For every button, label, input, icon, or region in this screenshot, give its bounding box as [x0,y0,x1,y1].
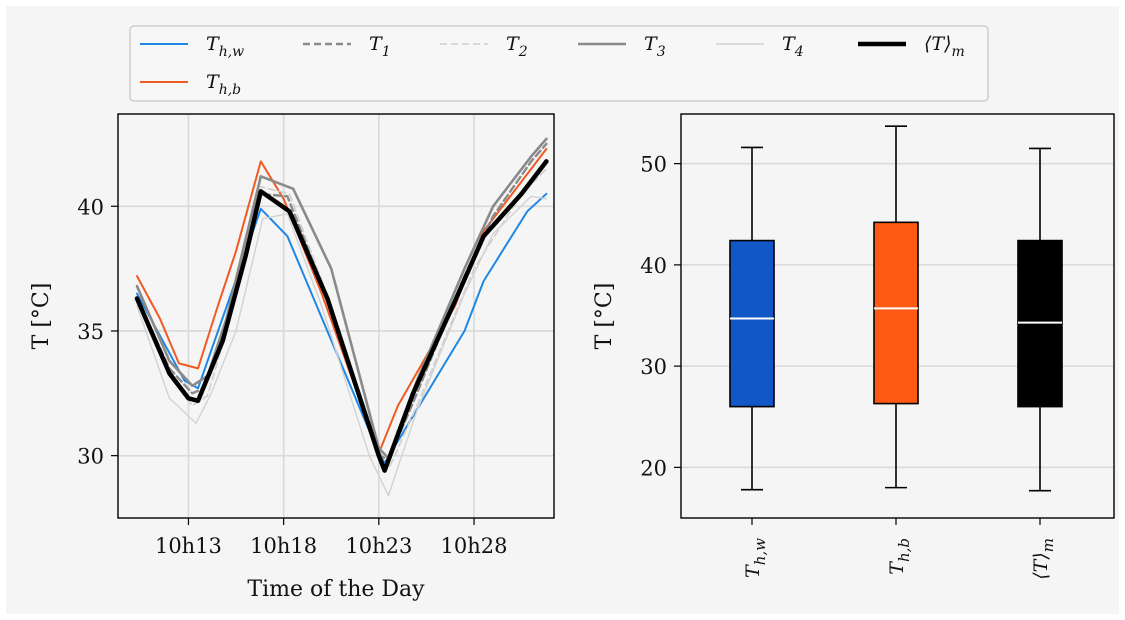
x-tick-label-sub: m [1039,538,1057,552]
plot-area [118,114,554,518]
x-tick-label: 10h13 [155,534,222,558]
legend-label-Th_w: Th,w [206,33,244,60]
legend-label-T2: T2 [506,33,528,60]
legend-label-T4-main: T [782,33,796,55]
legend-label-Th_b-sub: h,b [219,82,241,98]
legend-label-Tm-main: ⟨T⟩ [924,33,952,55]
plot-frame [117,113,555,519]
x-tick-label-main: T [886,561,908,575]
plot-frame [680,113,1115,519]
y-tick-label: 30 [640,355,667,379]
legend: Th,w T1 T2 T3 T4 ⟨T⟩mTh,b [129,25,989,102]
x-tick-label: Th,b [886,538,913,575]
legend-label-T3-main: T [644,33,658,55]
y-tick-label: 20 [640,456,667,480]
legend-label-T3: T3 [644,33,666,60]
y-tick-label: 50 [640,153,667,177]
legend-label-T1-main: T [369,33,383,55]
box-2 [1017,239,1063,408]
x-axis-label: Time of the Day [247,577,425,602]
x-tick-label: 10h23 [345,534,412,558]
series-line-Tm [134,159,549,473]
y-axis-label: T [°C] [29,283,54,350]
legend-label-T2-main: T [506,33,520,55]
x-tick-label-main: T [742,564,764,578]
figure: Th,w T1 T2 T3 T4 ⟨T⟩m Th,b 10h13 10h18 10h23 10h2… [6,6,1119,614]
legend-label-Tm: ⟨T⟩m [924,33,965,60]
figure-canvas: Th,w T1 T2 T3 T4 ⟨T⟩mTh,b 10h13 10h18 10h23 10h2… [29,25,1115,602]
legend-label-T4-sub: 4 [794,44,804,60]
legend-label-Tm-sub: m [952,44,965,60]
series-line-T3 [135,137,548,460]
y-tick-label: 40 [77,195,104,219]
x-tick-label: ⟨T⟩m [1030,538,1057,580]
x-tick-label: Th,w [742,538,769,578]
x-tick-label-sub: h,b [895,538,913,562]
legend-label-Th_b: Th,b [206,71,241,98]
legend-label-T1: T1 [369,33,391,60]
y-axis-label: T [°C] [592,283,617,350]
legend-label-Th_w-main: T [206,33,220,55]
y-tick-label: 40 [640,254,667,278]
x-tick-label: 10h18 [250,534,317,558]
legend-label-T1-sub: 1 [382,44,391,60]
x-tick-label-sub: h,w [751,538,769,565]
y-tick-label: 30 [77,445,104,469]
legend-label-T2-sub: 2 [518,44,528,60]
legend-label-T3-sub: 3 [657,44,666,60]
x-tick-label: 10h28 [441,534,508,558]
box-1 [873,221,919,405]
x-tick-label-main: ⟨T⟩ [1030,552,1052,580]
legend-frame [129,25,989,102]
legend-label-Th_b-main: T [206,71,220,93]
series-line-T4 [136,195,548,497]
y-tick-label: 35 [77,320,104,344]
series-line-T2 [136,168,548,469]
line-chart: 10h13 10h18 10h23 10h28 30 35 40 Time of the Da… [29,113,555,602]
legend-label-T4: T4 [782,33,804,60]
box-0 [729,239,775,408]
legend-label-Th_w-sub: h,w [219,44,244,60]
